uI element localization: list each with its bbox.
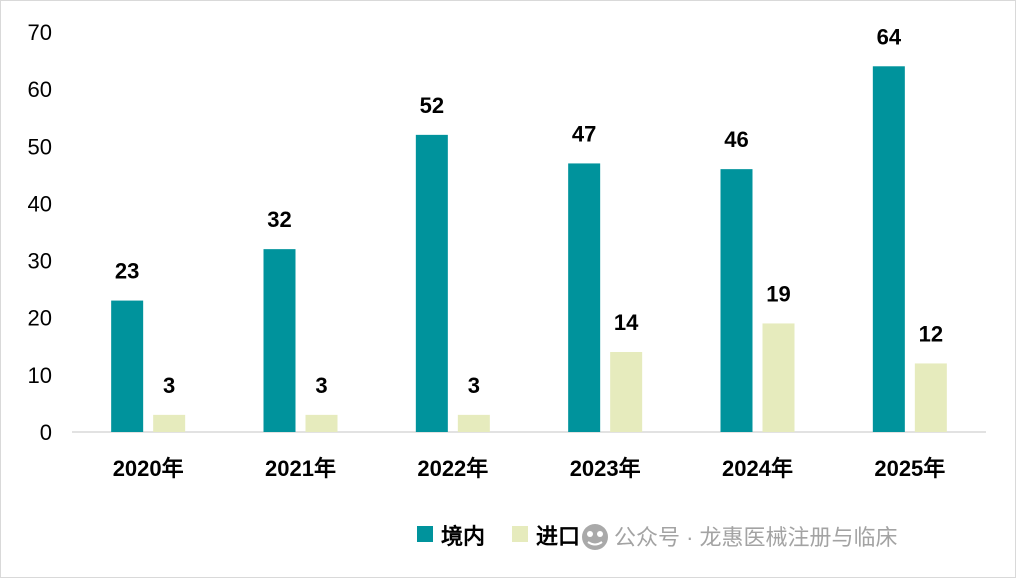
bar-domestic xyxy=(263,249,296,432)
data-labels: 23 3 32 3 52 3 47 14 46 19 64 12 xyxy=(115,24,943,398)
x-tick-label: 2024年 xyxy=(722,456,793,481)
y-tick-label: 30 xyxy=(28,249,52,274)
data-label-import: 3 xyxy=(163,373,175,398)
x-tick-label: 2020年 xyxy=(113,456,184,481)
bar-domestic xyxy=(720,169,753,432)
bar-import xyxy=(153,414,186,432)
data-label-domestic: 32 xyxy=(267,207,291,232)
x-tick-label: 2022年 xyxy=(417,456,488,481)
bar-domestic xyxy=(111,300,144,432)
bar-import xyxy=(762,323,795,432)
wechat-official-account-icon xyxy=(582,524,608,550)
bar-import xyxy=(610,352,643,432)
x-axis: 2020年 2021年 2022年 2023年 2024年 2025年 xyxy=(113,456,946,481)
legend: 境内 进口 xyxy=(417,524,580,549)
data-label-domestic: 46 xyxy=(724,127,748,152)
watermark: 公众号 · 龙惠医械注册与临床 xyxy=(582,524,898,550)
y-axis: 0 10 20 30 40 50 60 70 xyxy=(28,20,52,445)
data-label-import: 3 xyxy=(468,373,480,398)
watermark-text: 公众号 · 龙惠医械注册与临床 xyxy=(614,525,898,550)
bar-import xyxy=(914,363,947,432)
data-label-domestic: 47 xyxy=(572,121,596,146)
y-tick-label: 60 xyxy=(28,77,52,102)
data-label-domestic: 52 xyxy=(420,93,444,118)
y-tick-label: 20 xyxy=(28,306,52,331)
bar-domestic xyxy=(872,66,905,433)
data-label-import: 3 xyxy=(315,373,327,398)
data-label-import: 14 xyxy=(614,310,639,335)
y-tick-label: 40 xyxy=(28,191,52,216)
data-label-import: 12 xyxy=(919,321,943,346)
legend-label-import: 进口 xyxy=(536,524,580,549)
data-label-domestic: 23 xyxy=(115,259,139,284)
x-tick-label: 2023年 xyxy=(570,456,641,481)
x-tick-label: 2021年 xyxy=(265,456,336,481)
bars xyxy=(111,66,947,433)
x-tick-label: 2025年 xyxy=(874,456,945,481)
bar-import xyxy=(457,414,490,432)
legend-swatch-import xyxy=(512,526,528,542)
legend-swatch-domestic xyxy=(417,526,433,542)
legend-label-domestic: 境内 xyxy=(441,524,485,549)
data-label-import: 19 xyxy=(766,281,790,306)
bar-domestic xyxy=(415,134,448,432)
y-tick-label: 70 xyxy=(28,20,52,45)
y-tick-label: 10 xyxy=(28,363,52,388)
bar-domestic xyxy=(568,163,601,432)
bar-import xyxy=(305,414,338,432)
data-label-domestic: 64 xyxy=(877,24,902,49)
y-tick-label: 50 xyxy=(28,134,52,159)
y-tick-label: 0 xyxy=(40,420,52,445)
